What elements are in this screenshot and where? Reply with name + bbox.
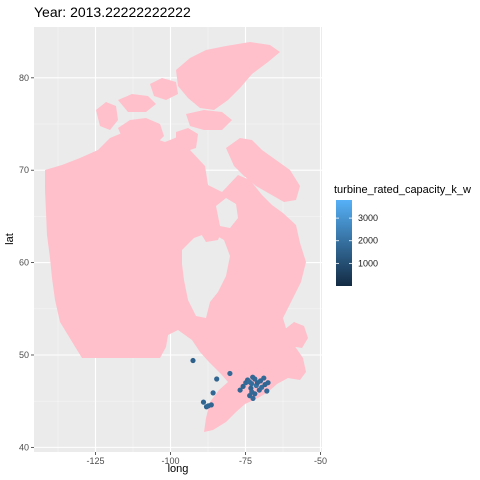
turbine-point	[200, 399, 207, 405]
y-axis: 40 50 60 70 80	[19, 73, 34, 452]
turbine-point	[248, 381, 255, 387]
turbine-point	[240, 383, 246, 390]
y-tick-label: 80	[19, 73, 29, 83]
turbine-point	[250, 374, 256, 380]
turbine-point	[250, 395, 256, 402]
x-tick-label: -75	[239, 456, 252, 466]
turbine-points	[190, 357, 271, 410]
x-tick-label: -125	[86, 456, 104, 466]
southampton-island	[200, 226, 222, 242]
foxe-basin	[216, 198, 238, 228]
turbine-point	[227, 370, 233, 377]
melville-island	[118, 94, 156, 112]
plot-title: Year: 2013.22222222222	[34, 4, 191, 20]
banks-island	[96, 102, 118, 130]
y-tick-label: 70	[19, 165, 29, 175]
baffin-island	[226, 138, 300, 202]
x-tick-label: -100	[161, 456, 179, 466]
newfoundland	[284, 322, 308, 348]
turbine-point	[214, 376, 220, 382]
legend: turbine_rated_capacity_k_w 1000 2000 3000	[334, 184, 471, 286]
parry-islands	[150, 78, 178, 100]
legend-tick-label: 3000	[358, 213, 378, 223]
canada-mainland	[45, 133, 306, 432]
turbine-point	[210, 390, 216, 396]
turbine-point	[252, 391, 258, 397]
y-tick-label: 50	[19, 350, 29, 360]
turbine-point	[208, 402, 214, 408]
somerset-island	[176, 128, 198, 152]
devon-island	[186, 110, 232, 130]
turbine-point	[265, 380, 271, 386]
y-tick-label: 60	[19, 258, 29, 268]
x-tick-label: -50	[314, 456, 327, 466]
legend-title: turbine_rated_capacity_k_w	[334, 184, 471, 196]
canada-map	[45, 42, 308, 432]
turbine-point	[264, 388, 270, 394]
y-tick-label: 40	[19, 442, 29, 452]
legend-tick-label: 2000	[358, 236, 378, 246]
hudson-bay	[182, 232, 230, 318]
legend-tick-label: 1000	[358, 258, 378, 268]
turbine-point	[261, 375, 267, 381]
ellesmere-island	[176, 42, 280, 110]
victoria-island	[118, 118, 164, 148]
legend-ticks: 1000 2000 3000	[336, 213, 378, 268]
turbine-point	[190, 357, 196, 364]
x-axis: -125 -100 -75 -50	[86, 452, 327, 466]
legend-colorbar	[336, 200, 352, 286]
y-axis-title: lat	[4, 233, 16, 245]
x-axis-title: long	[168, 463, 189, 475]
turbine-point	[237, 387, 243, 393]
